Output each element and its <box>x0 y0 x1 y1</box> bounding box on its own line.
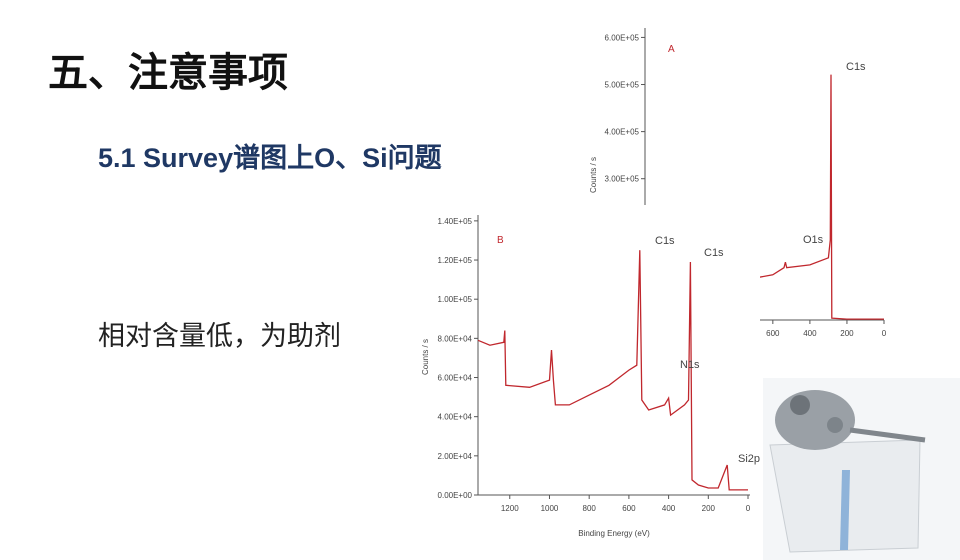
x-tick-label: 1000 <box>541 504 559 513</box>
y-tick-label: 1.40E+05 <box>438 217 473 226</box>
chart-background <box>415 205 760 545</box>
y-tick-label: 8.00E+04 <box>438 334 473 343</box>
x-tick-label: 600 <box>622 504 636 513</box>
y-axis-label: Counts / s <box>421 339 430 375</box>
instrument-photo <box>763 378 960 560</box>
y-tick-label: 5.00E+05 <box>605 81 640 90</box>
x-tick-label: 0 <box>882 329 887 338</box>
subtitle: 5.1 Survey谱图上O、Si问题 <box>98 143 442 173</box>
peak-label: N1s <box>680 359 700 371</box>
slide-title: 五、注意事项 <box>48 49 288 96</box>
x-tick-label: 400 <box>803 329 817 338</box>
peak-label: O1s <box>803 234 824 246</box>
x-tick-label: 400 <box>662 504 676 513</box>
y-tick-label: 1.20E+05 <box>438 256 473 265</box>
spectrum-line <box>477 250 748 491</box>
instrument-stripe <box>840 470 850 550</box>
x-tick-label: 600 <box>766 329 780 338</box>
instrument-port <box>790 395 810 415</box>
note: 相对含量低，为助剂 <box>98 321 341 352</box>
x-tick-label: 800 <box>583 504 597 513</box>
peak-label: C1s <box>655 235 675 247</box>
y-tick-label: 6.00E+04 <box>438 374 473 383</box>
instrument-chamber <box>775 390 855 450</box>
peak-label: Si2p <box>738 453 760 465</box>
x-tick-label: 200 <box>840 329 854 338</box>
y-tick-label: 2.00E+04 <box>438 452 473 461</box>
panel-label: B <box>497 235 504 246</box>
x-axis-label: Binding Energy (eV) <box>578 529 650 538</box>
y-tick-label: 0.00E+00 <box>438 491 473 500</box>
instrument-arm <box>849 427 926 443</box>
instrument-port <box>827 417 843 433</box>
y-tick-label: 4.00E+05 <box>605 128 640 137</box>
spectrum-chart: 0.00E+00 2.00E+04 4.00E+04 6.00E+04 8.00E+04… <box>415 205 760 545</box>
panel-label: A <box>668 44 675 55</box>
y-tick-label: 4.00E+04 <box>438 413 473 422</box>
peak-label: C1s <box>846 61 866 73</box>
peak-label: C1s <box>704 247 724 259</box>
y-tick-label: 1.00E+05 <box>438 295 473 304</box>
x-tick-label: 200 <box>702 504 716 513</box>
y-axis-label: Counts / s <box>589 157 598 193</box>
y-tick-label: 3.00E+05 <box>605 175 640 184</box>
x-tick-label: 1200 <box>501 504 519 513</box>
x-tick-label: 0 <box>746 504 751 513</box>
y-tick-label: 6.00E+05 <box>605 33 640 42</box>
spectrum-line <box>754 74 884 320</box>
